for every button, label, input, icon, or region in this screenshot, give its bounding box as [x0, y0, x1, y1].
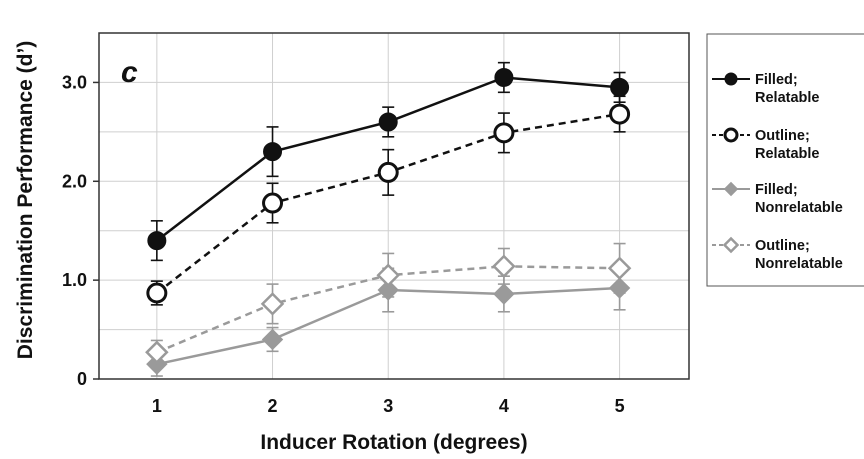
series-layer [145, 61, 632, 377]
data-point [494, 67, 514, 87]
legend-label: Filled; [755, 182, 798, 198]
legend-label: Outline; [755, 238, 810, 254]
y-axis-title: Discrimination Performance (d’) [14, 41, 37, 360]
x-tick-label: 3 [383, 396, 393, 416]
data-point [262, 192, 284, 214]
plot-area [99, 33, 689, 379]
data-point [260, 292, 285, 316]
legend-label: Outline; [755, 128, 810, 144]
data-point [609, 103, 631, 125]
legend-label: Relatable [755, 146, 819, 162]
y-tick-labels: 0 1.0 2.0 3.0 [62, 72, 99, 389]
data-point [263, 142, 283, 162]
x-tick-label: 5 [615, 396, 625, 416]
data-point [607, 256, 632, 281]
x-tick-labels: 1 2 3 4 5 [152, 396, 625, 416]
data-point [376, 263, 400, 287]
data-point [147, 231, 167, 251]
legend-item: Filled; Relatable [712, 72, 819, 106]
x-axis-title: Inducer Rotation (degrees) [260, 431, 527, 454]
data-point [723, 127, 739, 143]
x-tick-label: 1 [152, 396, 162, 416]
legend-label: Nonrelatable [755, 256, 843, 272]
data-point [723, 181, 739, 197]
data-point [146, 282, 168, 304]
data-point [145, 340, 169, 365]
panel-label: c [121, 56, 138, 89]
data-point [492, 254, 516, 279]
data-point [493, 122, 515, 144]
data-point [378, 112, 398, 132]
data-point [722, 236, 740, 254]
data-point [610, 77, 630, 97]
data-point [261, 328, 284, 351]
y-tick-label: 1.0 [62, 270, 87, 290]
y-tick-label: 0 [77, 369, 87, 389]
data-point [493, 283, 515, 305]
legend-label: Nonrelatable [755, 200, 843, 216]
series-4 [145, 242, 632, 365]
plot-frame [98, 32, 690, 380]
x-tick-label: 2 [268, 396, 278, 416]
legend-items: Filled;RelatableOutline;RelatableFilled;… [712, 72, 843, 272]
y-tick-label: 2.0 [62, 171, 87, 191]
data-point [377, 161, 399, 183]
data-point [724, 72, 738, 86]
y-tick-label: 3.0 [62, 72, 87, 92]
legend: Filled;RelatableOutline;RelatableFilled;… [706, 33, 864, 287]
series-1 [147, 61, 630, 262]
legend-label: Filled; [755, 72, 798, 88]
legend-item: Outline; Relatable [712, 127, 819, 162]
legend-item: Outline; Nonrelatable [712, 236, 843, 272]
legend-item: Filled; Nonrelatable [712, 181, 843, 216]
legend-label: Relatable [755, 90, 819, 106]
x-tick-label: 4 [499, 396, 509, 416]
series-2 [146, 95, 631, 306]
